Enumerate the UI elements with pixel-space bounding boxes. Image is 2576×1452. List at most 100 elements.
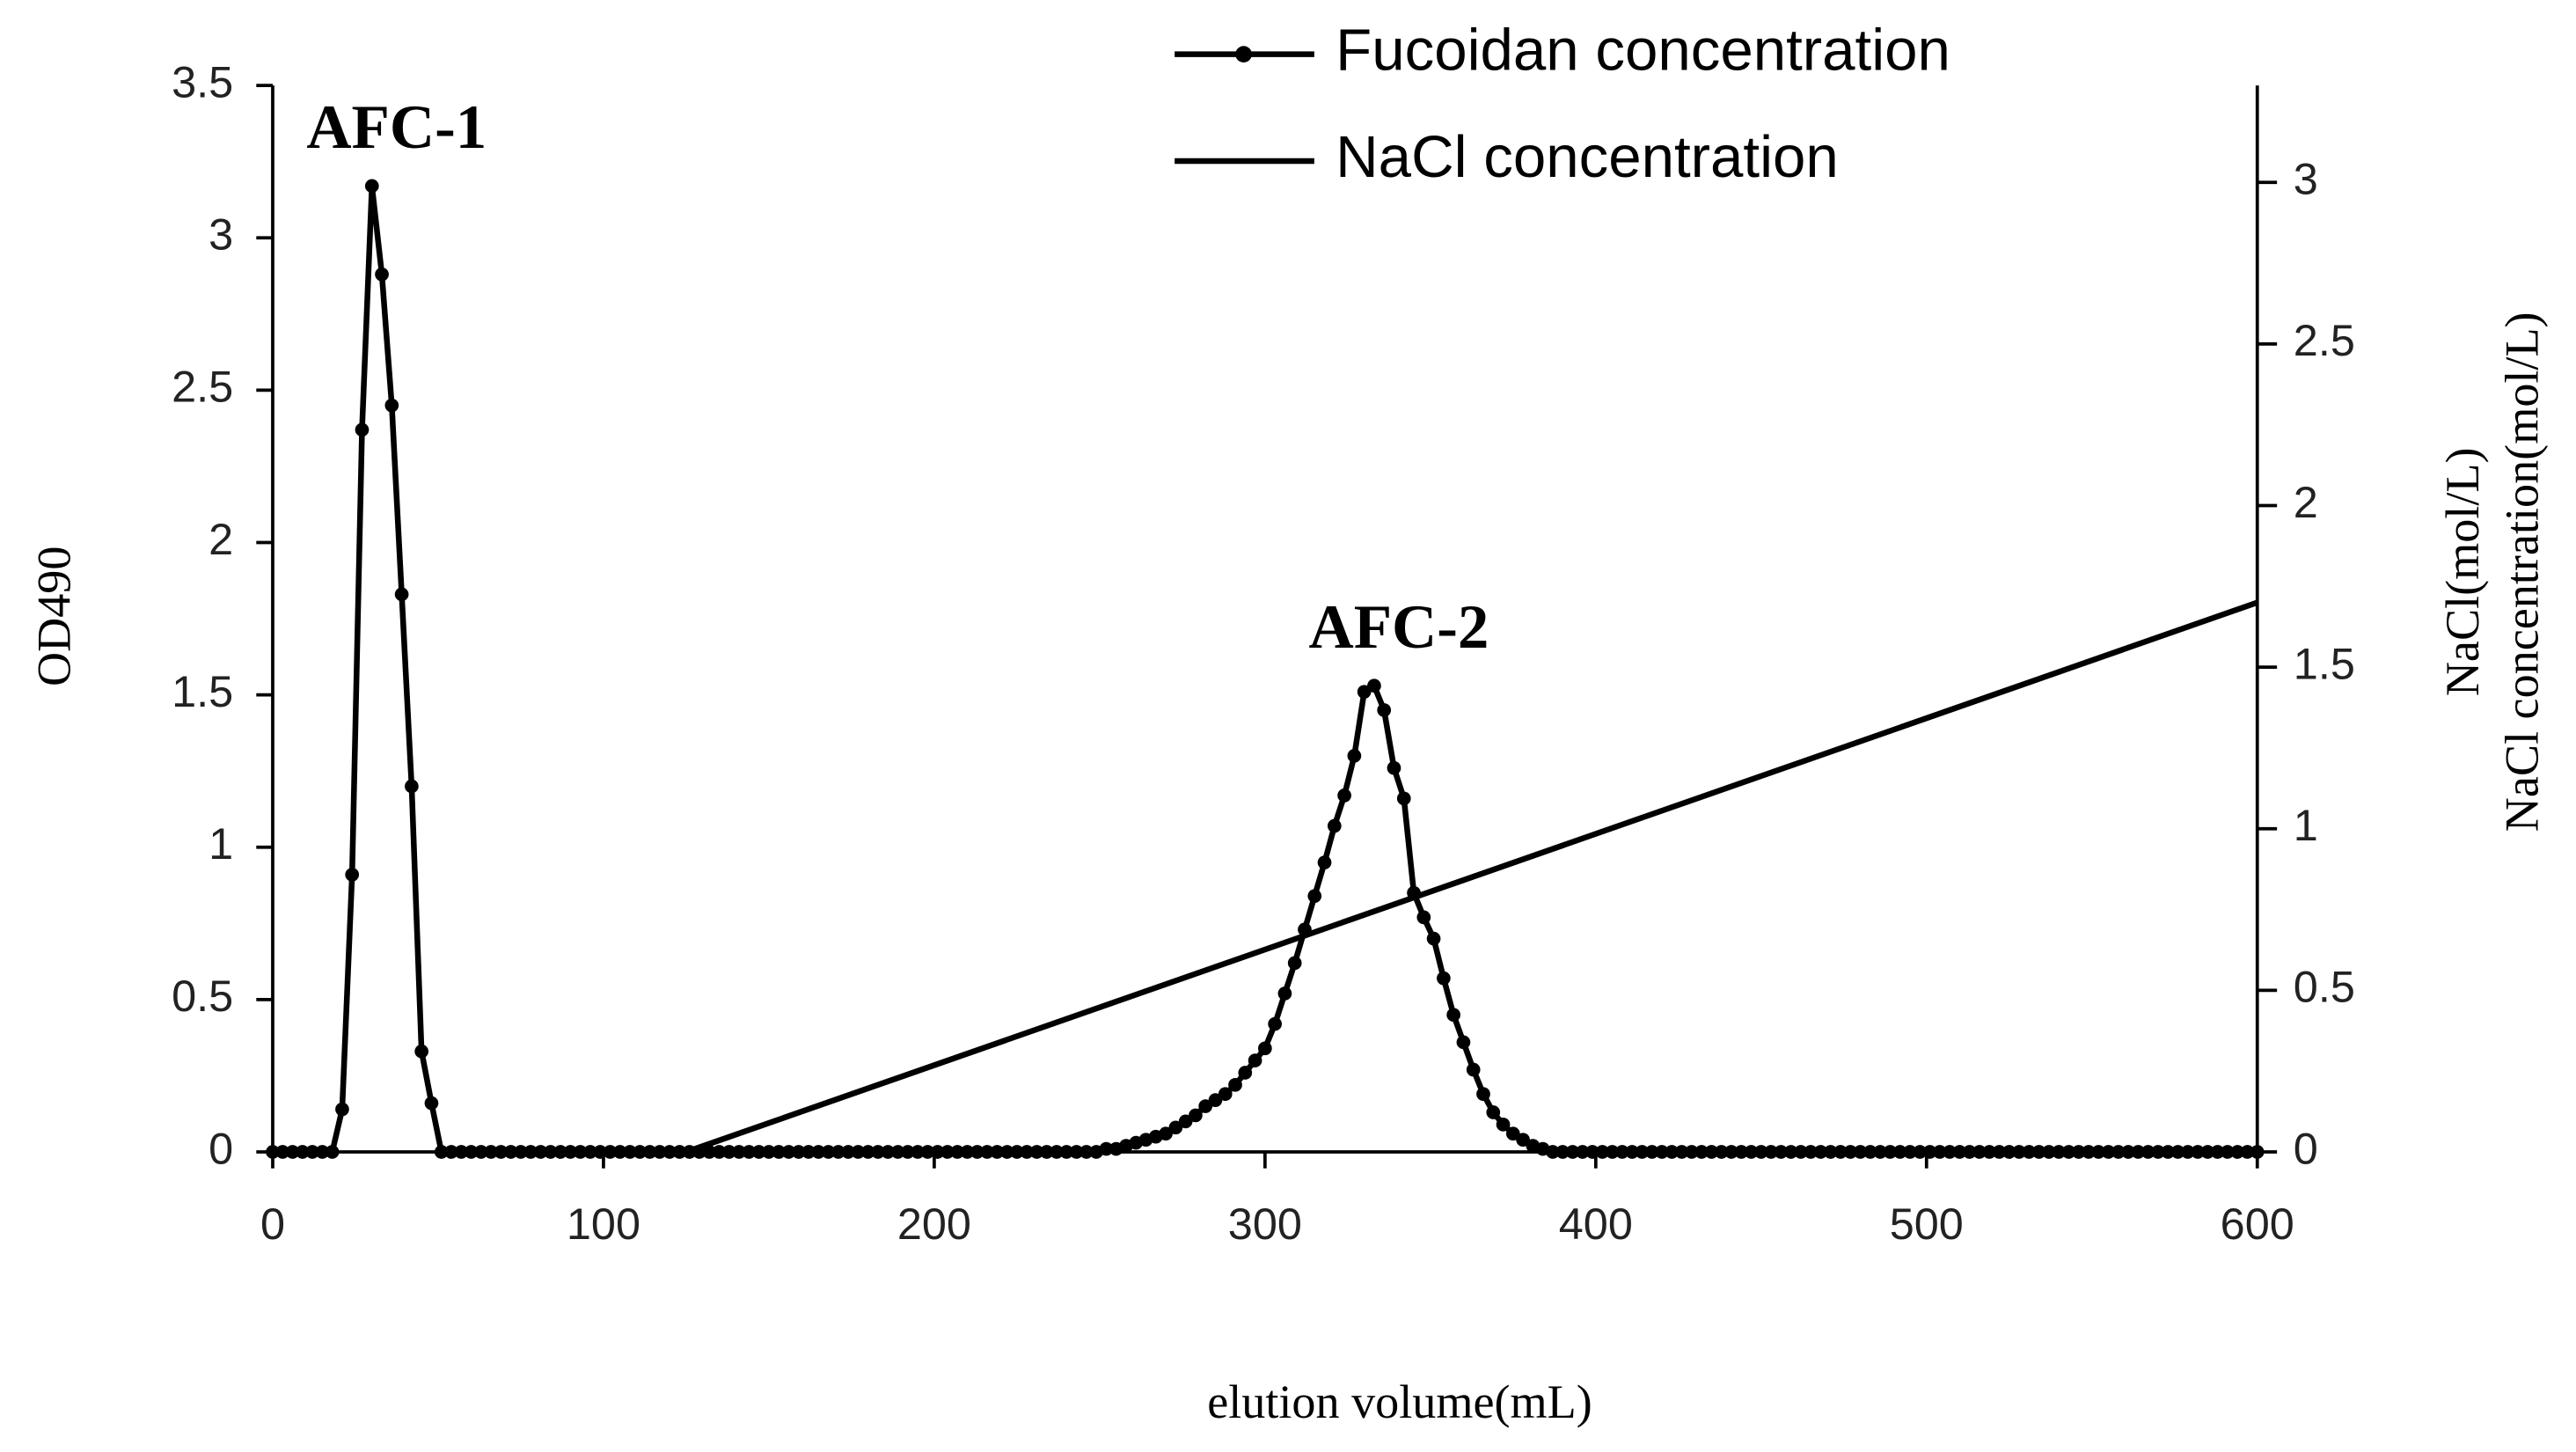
data-point	[364, 179, 379, 194]
series-line	[272, 183, 2258, 1155]
data-point	[890, 1145, 905, 1159]
data-point	[1655, 1145, 1669, 1159]
data-point	[623, 1145, 637, 1159]
data-point	[1932, 1145, 1947, 1159]
y2-tick-label: 3	[2294, 154, 2318, 204]
y-tick-label: 2	[209, 514, 233, 564]
data-point	[1327, 818, 1342, 833]
data-point	[1962, 1145, 1977, 1159]
data-point	[1496, 1118, 1511, 1132]
data-point	[1307, 889, 1322, 904]
data-point	[2170, 1145, 2185, 1159]
data-point	[405, 779, 419, 794]
data-point	[345, 868, 360, 882]
data-point	[1952, 1145, 1967, 1159]
data-point	[285, 1145, 300, 1159]
y2-tick-label: 0	[2294, 1123, 2318, 1173]
data-point	[851, 1145, 866, 1159]
data-point	[1615, 1145, 1629, 1159]
data-point	[1804, 1145, 1819, 1159]
data-point	[1546, 1145, 1560, 1159]
data-point	[325, 1145, 340, 1159]
y-tick-label: 0.5	[172, 971, 233, 1021]
x-tick-label: 600	[2221, 1199, 2294, 1249]
data-point	[1020, 1145, 1035, 1159]
data-point	[2101, 1145, 2116, 1159]
data-point	[1367, 678, 1381, 693]
data-point	[1099, 1141, 1114, 1156]
data-point	[1010, 1145, 1024, 1159]
legend-label: NaCl concentration	[1336, 124, 1839, 190]
data-point	[1426, 931, 1441, 946]
data-point	[1903, 1145, 1917, 1159]
data-point	[1585, 1145, 1599, 1159]
data-point	[1050, 1145, 1064, 1159]
data-point	[1486, 1105, 1501, 1119]
x-tick-label: 200	[897, 1199, 971, 1249]
data-point	[1635, 1145, 1650, 1159]
data-point	[633, 1145, 648, 1159]
data-point	[712, 1145, 727, 1159]
data-point	[1783, 1145, 1798, 1159]
data-point	[1753, 1145, 1768, 1159]
data-point	[503, 1145, 518, 1159]
data-point	[2180, 1145, 2195, 1159]
data-point	[473, 1145, 488, 1159]
data-point	[603, 1145, 618, 1159]
data-point	[970, 1145, 984, 1159]
data-point	[1317, 855, 1332, 869]
data-point	[494, 1145, 509, 1159]
data-point	[772, 1145, 787, 1159]
data-point	[434, 1145, 449, 1159]
data-point	[1744, 1145, 1759, 1159]
data-point	[653, 1145, 667, 1159]
data-point	[1982, 1145, 1997, 1159]
data-point	[762, 1145, 776, 1159]
data-point	[841, 1145, 855, 1159]
data-point	[1714, 1145, 1729, 1159]
y-tick-label: 3.5	[172, 56, 233, 106]
data-point	[2082, 1145, 2096, 1159]
data-point	[1625, 1145, 1640, 1159]
data-point	[583, 1145, 597, 1159]
y-tick-label: 0	[209, 1123, 233, 1173]
data-point	[523, 1145, 538, 1159]
data-point	[1992, 1145, 2007, 1159]
y2-tick-label: 2	[2294, 477, 2318, 527]
data-point	[1685, 1145, 1699, 1159]
data-point	[2200, 1145, 2215, 1159]
data-point	[266, 1145, 280, 1159]
data-point	[1377, 703, 1392, 717]
data-point	[2091, 1145, 2106, 1159]
data-point	[444, 1145, 458, 1159]
data-point	[1724, 1145, 1738, 1159]
data-point	[454, 1145, 469, 1159]
data-point	[781, 1145, 796, 1159]
data-point	[573, 1145, 588, 1159]
data-point	[1913, 1145, 1928, 1159]
data-point	[484, 1145, 498, 1159]
data-point	[990, 1145, 1005, 1159]
data-point	[1059, 1145, 1074, 1159]
data-point	[821, 1145, 836, 1159]
data-point	[424, 1096, 439, 1111]
data-point	[1853, 1145, 1868, 1159]
data-point	[1189, 1108, 1203, 1123]
x-tick-label: 0	[260, 1199, 285, 1249]
y2-axis-label: NaCl concentration(mol/L)	[2495, 312, 2548, 832]
data-point	[2161, 1145, 2176, 1159]
data-point	[721, 1145, 736, 1159]
data-point	[1823, 1145, 1838, 1159]
data-point	[1258, 1041, 1272, 1056]
data-point	[533, 1145, 548, 1159]
data-point	[1734, 1145, 1749, 1159]
x-tick-label: 400	[1559, 1199, 1633, 1249]
data-point	[275, 1145, 290, 1159]
data-point	[305, 1145, 319, 1159]
data-point	[394, 587, 409, 602]
data-point	[1922, 1145, 1937, 1159]
data-point	[1883, 1145, 1898, 1159]
data-point	[742, 1145, 757, 1159]
data-point	[1674, 1145, 1689, 1159]
data-point	[642, 1145, 657, 1159]
